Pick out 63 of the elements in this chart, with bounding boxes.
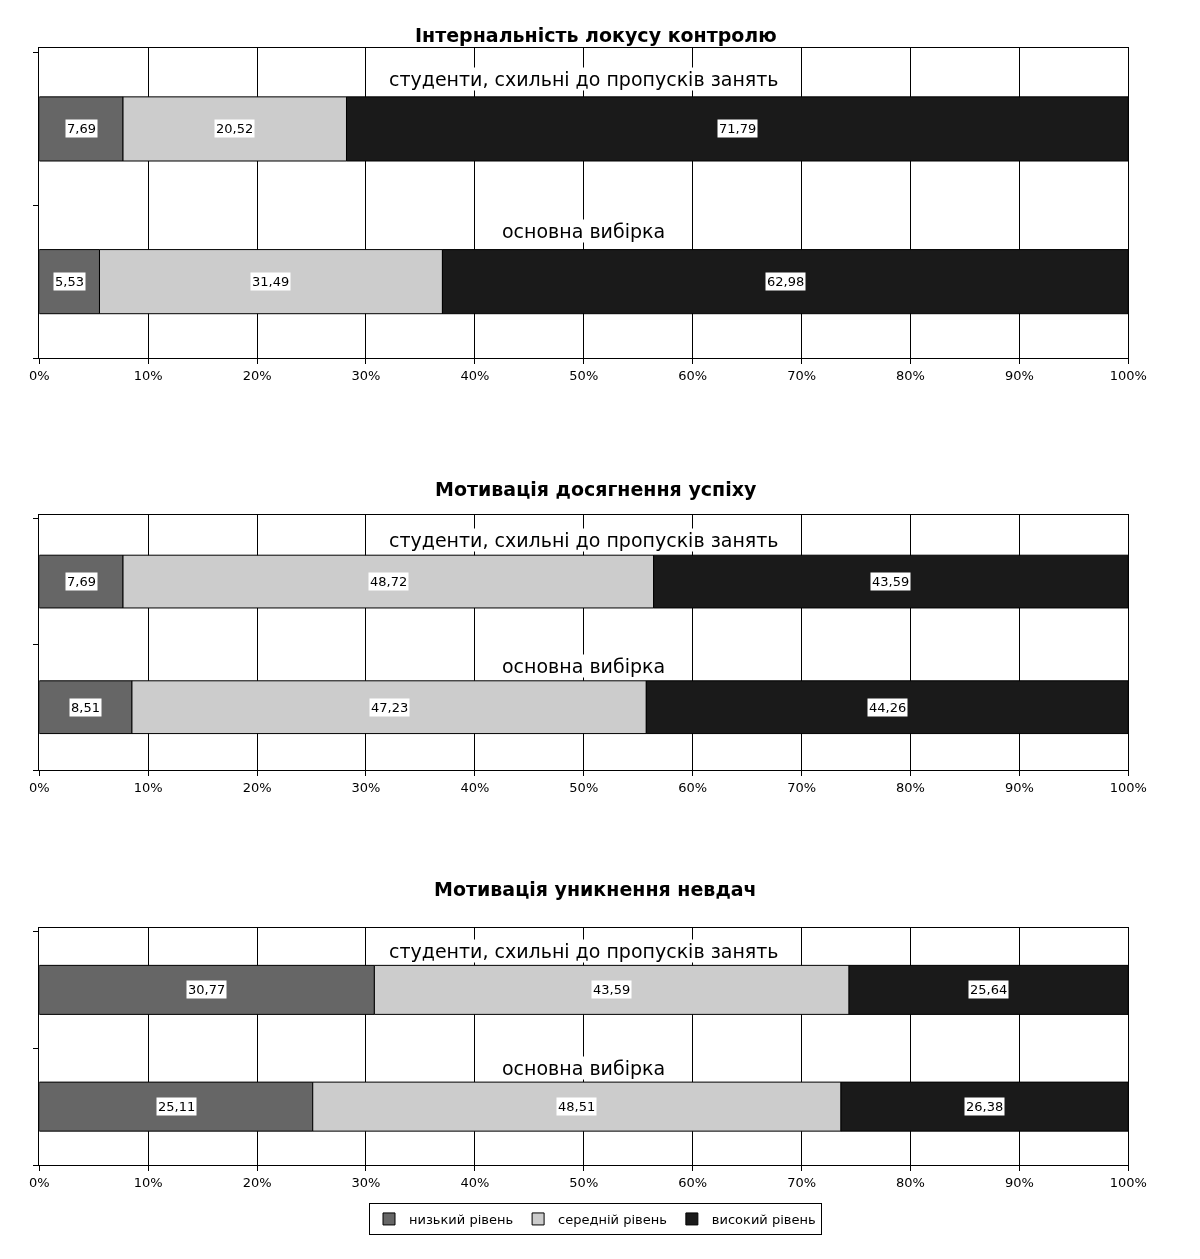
x-tick-label: 80% [896, 779, 925, 795]
y-tick-label: студенти, схильні до пропусків занять [389, 68, 779, 90]
y-tick-label: студенти, схильні до пропусків занять [389, 529, 779, 551]
x-tick-label: 90% [1004, 1174, 1034, 1190]
data-label: 43,59 [872, 574, 910, 589]
data-label: 48,72 [370, 574, 408, 589]
data-label: 47,23 [371, 700, 409, 715]
x-tick-label: 100% [1109, 1174, 1147, 1190]
y-tick-label: основна вибірка [502, 1057, 666, 1079]
y-tick-label: студенти, схильні до пропусків занять [389, 940, 779, 962]
x-tick-label: 30% [351, 367, 381, 383]
data-label: 8,51 [71, 700, 100, 715]
data-label: 26,38 [966, 1099, 1004, 1114]
x-tick-label: 40% [460, 779, 490, 795]
y-tick-label: основна вибірка [502, 220, 666, 242]
x-tick-label: 60% [678, 367, 708, 383]
y-tick-label: основна вибірка [502, 655, 666, 677]
data-label: 71,79 [719, 121, 757, 136]
x-tick-label: 10% [133, 367, 163, 383]
x-tick-label: 30% [351, 1174, 381, 1190]
x-tick-label: 70% [787, 367, 817, 383]
x-tick-label: 0% [28, 779, 50, 795]
x-tick-label: 70% [787, 1174, 817, 1190]
x-tick-label: 80% [896, 1174, 925, 1190]
x-tick-label: 60% [678, 779, 708, 795]
data-label: 20,52 [216, 121, 254, 136]
x-tick-label: 100% [1109, 779, 1147, 795]
data-label: 62,98 [767, 274, 805, 289]
data-label: 7,69 [67, 574, 96, 589]
chart-title: Мотивація досягнення успіху [435, 478, 757, 500]
data-label: 25,11 [158, 1099, 196, 1114]
data-label: 30,77 [188, 982, 226, 997]
x-tick-label: 50% [569, 367, 599, 383]
data-label: 5,53 [55, 274, 84, 289]
data-label: 25,64 [970, 982, 1008, 997]
data-label: 31,49 [252, 274, 290, 289]
x-tick-label: 90% [1004, 779, 1034, 795]
x-tick-label: 0% [28, 367, 50, 383]
x-tick-label: 50% [569, 1174, 599, 1190]
x-tick-label: 100% [1109, 367, 1147, 383]
x-tick-label: 90% [1004, 367, 1034, 383]
x-tick-label: 20% [242, 779, 272, 795]
x-tick-label: 50% [569, 779, 599, 795]
legend-label: середній рівень [558, 1212, 667, 1228]
x-tick-label: 10% [133, 1174, 163, 1190]
chart-title: Мотивація уникнення невдач [434, 878, 757, 900]
x-tick-label: 0% [28, 1174, 50, 1190]
legend-label: високий рівень [711, 1212, 816, 1228]
x-tick-label: 40% [460, 1174, 490, 1190]
data-label: 43,59 [593, 982, 631, 997]
x-tick-label: 10% [133, 779, 163, 795]
data-label: 44,26 [869, 700, 907, 715]
x-tick-label: 80% [896, 367, 925, 383]
x-tick-label: 20% [242, 1174, 272, 1190]
x-tick-label: 30% [351, 779, 381, 795]
data-label: 7,69 [67, 121, 96, 136]
x-tick-label: 20% [242, 367, 272, 383]
x-tick-label: 40% [460, 367, 490, 383]
x-tick-label: 60% [678, 1174, 708, 1190]
x-tick-label: 70% [787, 779, 817, 795]
legend-label: низький рівень [409, 1212, 514, 1228]
data-label: 48,51 [558, 1099, 596, 1114]
chart-title: Інтернальність локусу контролю [415, 24, 777, 46]
